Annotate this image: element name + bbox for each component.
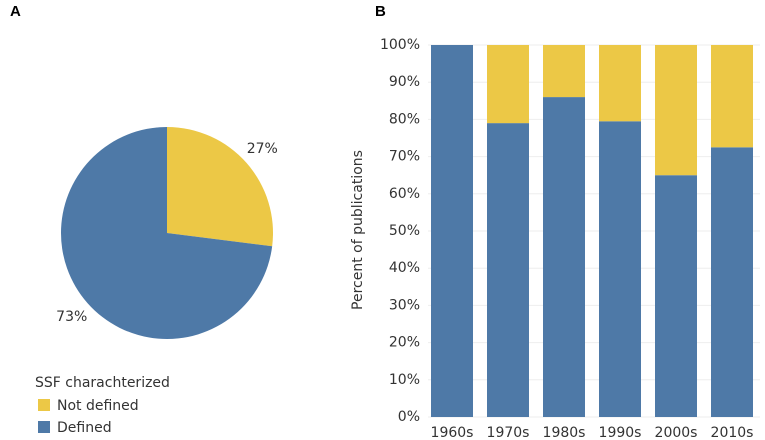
y-axis-label: Percent of publications — [350, 150, 366, 310]
y-tick-label: 0% — [398, 409, 420, 425]
y-tick-label: 50% — [389, 223, 420, 239]
bar-segment — [487, 45, 529, 124]
bar-segment — [655, 45, 697, 176]
y-tick-label: 60% — [389, 186, 420, 202]
bar-segment — [711, 45, 753, 148]
x-tick-label: 2010s — [711, 425, 754, 440]
bar-segment — [431, 45, 473, 417]
panel-label: B — [375, 3, 386, 20]
panel-label: A — [10, 3, 21, 20]
legend-title: SSF charachterized — [35, 375, 170, 391]
value-label: 73% — [56, 309, 87, 325]
x-tick-label: 1990s — [599, 425, 642, 440]
bar-segment — [543, 97, 585, 417]
bar-segment — [711, 147, 753, 418]
y-tick-label: 80% — [389, 111, 420, 127]
bar-segment — [487, 123, 529, 418]
legend-label: Not defined — [57, 398, 139, 414]
x-tick-label: 2000s — [655, 425, 698, 440]
bar-segment — [599, 121, 641, 417]
y-tick-label: 10% — [389, 372, 420, 388]
legend-swatch — [38, 399, 50, 411]
pie-slice — [61, 127, 273, 339]
y-tick-label: 20% — [389, 335, 420, 351]
legend-swatch — [38, 421, 50, 433]
x-tick-label: 1960s — [431, 425, 474, 440]
x-tick-label: 1980s — [543, 425, 586, 440]
y-tick-label: 40% — [389, 260, 420, 276]
bar-segment — [543, 45, 585, 98]
value-label: 27% — [247, 141, 278, 157]
y-tick-label: 100% — [380, 37, 420, 53]
pie-slice — [167, 127, 273, 247]
y-tick-label: 30% — [389, 297, 420, 313]
bar-segment — [599, 45, 641, 122]
y-tick-label: 90% — [389, 74, 420, 90]
legend-label: Defined — [57, 420, 112, 436]
bar-segment — [655, 175, 697, 417]
x-tick-label: 1970s — [487, 425, 530, 440]
y-tick-label: 70% — [389, 149, 420, 165]
